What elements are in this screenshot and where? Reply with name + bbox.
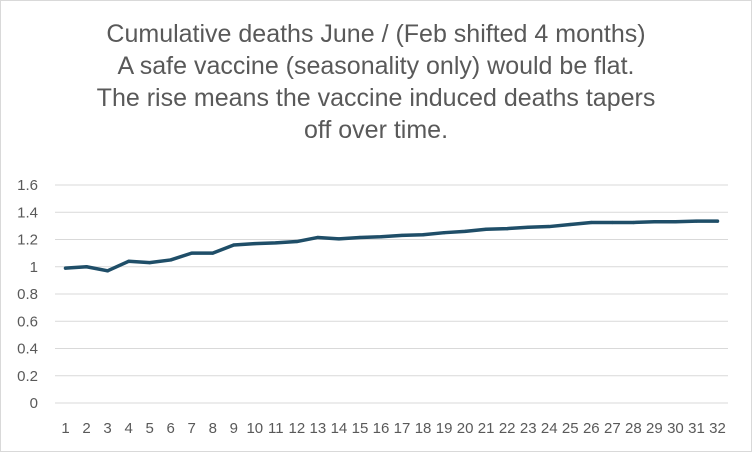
chart-title-line-3: The rise means the vaccine induced death… bbox=[96, 84, 656, 112]
x-tick-label: 15 bbox=[352, 420, 369, 437]
data-point bbox=[463, 229, 467, 233]
data-point bbox=[316, 235, 320, 240]
data-point bbox=[631, 220, 635, 225]
y-axis-ticks: 0 0.2 0.4 0.6 0.8 1 1.2 1.4 1.6 bbox=[17, 177, 38, 412]
x-tick-label: 21 bbox=[478, 420, 495, 437]
x-tick-label: 5 bbox=[145, 420, 153, 437]
data-point bbox=[547, 224, 551, 229]
chart-title-line-2: A safe vaccine (seasonality only) would … bbox=[117, 52, 635, 80]
y-tick-label: 0 bbox=[30, 395, 38, 412]
y-tick-label: 1.4 bbox=[17, 204, 38, 221]
data-point bbox=[589, 220, 593, 225]
data-point bbox=[337, 237, 341, 241]
x-tick-label: 20 bbox=[457, 420, 474, 437]
x-tick-label: 19 bbox=[436, 420, 453, 437]
data-point bbox=[442, 231, 446, 235]
x-tick-label: 26 bbox=[583, 420, 600, 437]
x-axis-ticks: 1 2 3 4 5 6 7 8 9 10 11 12 13 14 15 16 17 18 19 20 21 22 23 24 2… bbox=[61, 420, 725, 437]
x-tick-label: 24 bbox=[541, 420, 558, 437]
chart-title: Cumulative deaths June / (Feb shifted 4 … bbox=[1, 18, 751, 146]
data-point bbox=[694, 219, 699, 223]
data-point bbox=[568, 222, 572, 227]
data-point bbox=[715, 219, 720, 223]
x-tick-label: 14 bbox=[331, 420, 348, 437]
series-line-0 bbox=[63, 219, 720, 273]
data-point bbox=[610, 220, 614, 225]
x-tick-label: 6 bbox=[167, 420, 175, 437]
y-tick-label: 0.6 bbox=[17, 313, 38, 330]
x-tick-label: 10 bbox=[246, 420, 263, 437]
x-tick-label: 3 bbox=[103, 420, 111, 437]
x-tick-label: 13 bbox=[310, 420, 327, 437]
data-point bbox=[274, 241, 278, 245]
y-tick-label: 1.6 bbox=[17, 177, 38, 194]
data-point bbox=[190, 251, 194, 255]
data-point bbox=[105, 269, 110, 273]
x-tick-label: 27 bbox=[604, 420, 621, 437]
data-point bbox=[505, 227, 509, 231]
data-point bbox=[358, 235, 362, 240]
x-tick-label: 9 bbox=[230, 420, 238, 437]
x-tick-label: 2 bbox=[82, 420, 90, 437]
y-tick-label: 0.8 bbox=[17, 286, 38, 303]
chart-title-line-1: Cumulative deaths June / (Feb shifted 4 … bbox=[106, 20, 646, 48]
data-point bbox=[379, 235, 383, 239]
y-tick-label: 0.2 bbox=[17, 368, 38, 385]
data-point bbox=[232, 243, 236, 247]
data-point bbox=[295, 239, 299, 244]
chart-title-line-4: off over time. bbox=[303, 116, 449, 144]
data-point bbox=[127, 259, 131, 263]
data-point bbox=[253, 241, 257, 246]
x-tick-label: 25 bbox=[562, 420, 579, 437]
x-tick-label: 30 bbox=[667, 420, 684, 437]
x-tick-label: 28 bbox=[625, 420, 642, 437]
y-tick-label: 1.2 bbox=[17, 232, 38, 249]
x-tick-label: 18 bbox=[415, 420, 432, 437]
x-tick-label: 31 bbox=[688, 420, 705, 437]
data-point bbox=[400, 233, 404, 238]
y-tick-label: 0.4 bbox=[17, 341, 38, 358]
gridlines bbox=[55, 184, 728, 404]
x-tick-label: 12 bbox=[289, 420, 306, 437]
x-tick-label: 16 bbox=[373, 420, 390, 437]
data-point bbox=[673, 220, 678, 224]
data-point bbox=[211, 251, 215, 255]
x-tick-label: 17 bbox=[394, 420, 411, 437]
data-point bbox=[148, 261, 152, 265]
x-tick-label: 32 bbox=[709, 420, 726, 437]
y-tick-label: 1 bbox=[30, 259, 38, 276]
x-tick-label: 1 bbox=[61, 420, 69, 437]
data-point bbox=[421, 233, 425, 237]
data-point bbox=[84, 265, 89, 269]
x-tick-label: 23 bbox=[520, 420, 537, 437]
x-tick-label: 29 bbox=[646, 420, 663, 437]
x-tick-label: 4 bbox=[124, 420, 132, 437]
x-tick-label: 8 bbox=[209, 420, 217, 437]
data-point bbox=[652, 220, 656, 224]
data-point bbox=[63, 266, 68, 270]
data-point bbox=[169, 258, 173, 262]
x-tick-label: 7 bbox=[188, 420, 196, 437]
x-tick-label: 22 bbox=[499, 420, 516, 437]
series-layer bbox=[63, 219, 720, 273]
data-point bbox=[526, 225, 530, 229]
x-tick-label: 11 bbox=[268, 420, 284, 437]
data-point bbox=[484, 227, 488, 231]
